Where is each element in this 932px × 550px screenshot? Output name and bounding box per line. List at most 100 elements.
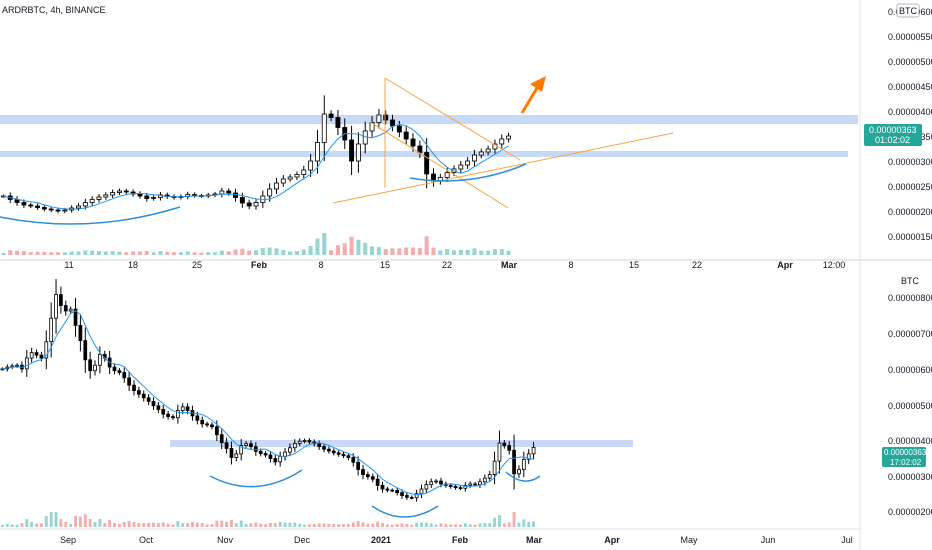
volume-bar (472, 248, 477, 255)
volume-bar (191, 522, 194, 527)
price-tick: 0.00000250 (888, 182, 932, 192)
price-tick: 0.00000600 (888, 365, 932, 375)
volume-bar (199, 252, 204, 255)
volume-bar (361, 522, 365, 527)
volume-bar (144, 251, 149, 255)
volume-bar (493, 517, 497, 527)
volume-bar (158, 251, 163, 255)
price-tick: 0.00000200 (888, 207, 932, 217)
candle-body (226, 190, 232, 194)
candle-body (444, 172, 450, 178)
volume-bar (434, 524, 438, 527)
candle-body (301, 169, 307, 175)
candle-body (98, 353, 102, 366)
time-tick: 15 (380, 260, 390, 270)
volume-bar (103, 523, 107, 527)
candle-body (44, 341, 49, 359)
volume-bar (5, 524, 9, 527)
candle-body (73, 308, 78, 326)
volume-bar (137, 251, 142, 255)
volume-bar (233, 249, 238, 255)
volume-bar (449, 524, 453, 527)
volume-bar (439, 523, 443, 527)
volume-bar (108, 520, 112, 527)
volume-bar (240, 248, 245, 255)
bottom-time-axis: Sep Oct Nov Dec 2021 Feb Mar Apr May Jun Jul (60, 535, 853, 545)
volume-bar (1, 253, 6, 255)
candle-body (482, 477, 487, 483)
candle-body (341, 453, 346, 457)
candle-body (200, 419, 205, 425)
volume-bar (410, 524, 414, 527)
volume-bar (151, 252, 156, 255)
volume-bar (83, 514, 87, 527)
bottom-countdown: 17:02:02 (890, 458, 922, 467)
candle-body (171, 416, 175, 419)
candle-body (321, 113, 327, 143)
candle-body (59, 294, 63, 306)
volume-bar (200, 523, 204, 527)
candle-body (487, 474, 492, 479)
candle-body (49, 317, 54, 343)
top-currency-badge[interactable]: BTC (896, 3, 920, 18)
top-currency-label: BTC (899, 6, 918, 16)
candle-body (463, 484, 468, 489)
volume-bar (69, 524, 73, 527)
volume-bar (113, 523, 116, 527)
support-zone (0, 151, 848, 157)
volume-bar (337, 524, 341, 527)
candle-body (292, 443, 297, 449)
volume-bar (10, 524, 14, 527)
candle-body (502, 442, 507, 446)
volume-bar (517, 522, 521, 527)
volume-bar (181, 523, 185, 527)
volume-bar (283, 522, 287, 527)
bottom-volume-bars (0, 512, 536, 527)
volume-bar (0, 525, 4, 527)
volume-bar (69, 251, 74, 255)
volume-bar (15, 250, 20, 255)
candle-body (15, 364, 19, 367)
time-tick: Dec (294, 535, 311, 545)
volume-bar (42, 251, 47, 255)
candle-body (161, 408, 166, 415)
candle-body (24, 357, 29, 370)
volume-bar (322, 523, 326, 527)
candle-body (263, 453, 268, 456)
volume-bar (117, 251, 122, 255)
candle-body (35, 205, 40, 208)
candle-body (361, 469, 365, 475)
candle-body (233, 192, 238, 198)
candle-body (417, 145, 423, 153)
candle-body (478, 481, 482, 486)
volume-bar (356, 521, 360, 527)
volume-bar (431, 247, 436, 255)
candle-body (439, 480, 443, 485)
volume-bar (351, 522, 355, 527)
candle-body (327, 448, 331, 452)
top-moving-average-line (3, 123, 509, 210)
candle-body (151, 197, 157, 199)
rounded-bottom-arc (0, 206, 181, 225)
volume-bar (260, 247, 265, 255)
candle-body (287, 176, 293, 180)
candle-body (146, 397, 151, 402)
volume-bar (288, 251, 293, 255)
volume-bar (438, 250, 443, 255)
volume-bar (131, 251, 136, 255)
volume-bar (424, 236, 429, 255)
price-tick: 0.00000700 (888, 329, 932, 339)
candle-body (62, 209, 68, 212)
volume-bar (390, 524, 394, 527)
volume-bar (212, 252, 218, 255)
volume-bar (49, 512, 53, 527)
volume-bar (35, 523, 39, 527)
time-tick: 18 (128, 260, 138, 270)
candle-body (458, 164, 464, 170)
candle-body (117, 370, 122, 373)
candle-body (219, 190, 225, 195)
volume-bar (478, 523, 482, 527)
time-tick: Jun (761, 535, 776, 545)
candle-body (424, 152, 430, 175)
candle-body (273, 458, 278, 463)
